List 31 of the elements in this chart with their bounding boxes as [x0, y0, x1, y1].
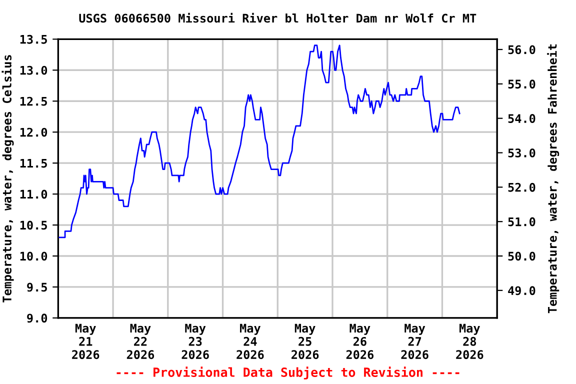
y2-tick-label: 56.0 — [508, 45, 536, 54]
x-tick-label: May 28 2026 — [456, 324, 484, 360]
y-tick-label: 10.5 — [20, 220, 47, 230]
y2-tick-label: 54.0 — [508, 114, 536, 123]
y-tick-label: 9.5 — [27, 282, 47, 292]
y-tick-label: 11.5 — [20, 158, 47, 168]
y-tick-label: 12.0 — [20, 128, 48, 137]
x-tick-label: May 25 2026 — [292, 324, 319, 360]
x-tick-label: May 23 2026 — [182, 324, 209, 360]
x-tick-label: May 27 2026 — [401, 324, 428, 360]
y-tick-label: 10.0 — [20, 252, 48, 261]
y2-tick-label: 55.0 — [508, 80, 536, 89]
chart-title: USGS 06066500 Missouri River bl Holter Dam nr Wolf Cr MT — [79, 12, 476, 23]
x-tick-label: May 24 2026 — [236, 324, 264, 360]
x-tick-label: May 22 2026 — [126, 324, 154, 360]
x-tick-label: May 26 2026 — [346, 324, 374, 360]
y-tick-label: 11.0 — [20, 190, 48, 199]
line-series — [58, 44, 460, 238]
y-tick-label: 13.0 — [20, 66, 48, 75]
y2-tick-label: 53.0 — [508, 148, 536, 158]
y2-tick-label: 50.0 — [508, 252, 536, 261]
y-tick-label: 12.5 — [20, 96, 47, 106]
y2-tick-label: 49.0 — [508, 286, 536, 296]
y-tick-label: 13.5 — [20, 34, 47, 44]
y2-tick-label: 51.0 — [508, 217, 536, 226]
y2-axis-title: Temperature, water, degrees Fahrenheit — [547, 44, 560, 314]
x-tick-label: May 21 2026 — [72, 324, 100, 360]
y-axis-title: Temperature, water, degrees Celsius — [2, 55, 14, 302]
y2-tick-label: 52.0 — [508, 182, 536, 192]
text: ---- Provisional Data Subject to Revision ---- — [116, 366, 460, 380]
y-tick-label: 9.0 — [27, 314, 48, 323]
